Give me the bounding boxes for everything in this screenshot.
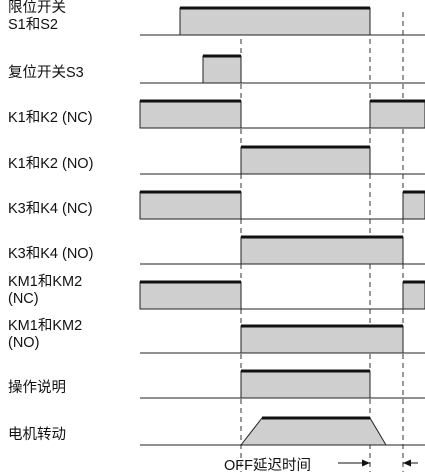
row-label-motor-running-0: 电机转动 [8, 426, 66, 443]
pulse-k3-k4-no-0 [240, 236, 404, 265]
signal-row-k1-k2-nc: K1和K2 (NC) [8, 99, 425, 129]
signal-row-km1-km2-no: KM1和KM2(NO) [8, 317, 425, 354]
row-label-k3-k4-nc-0: K3和K4 (NC) [8, 200, 93, 217]
pulse-k1-k2-nc-1 [369, 100, 425, 129]
row-label-km1-km2-nc-1: (NC) [8, 291, 39, 307]
row-label-k1-k2-no-0: K1和K2 (NO) [8, 155, 93, 172]
row-label-km1-km2-nc-0: KM1和KM2 [8, 273, 82, 290]
row-label-reset-switch-0: 复位开关S3 [8, 63, 84, 81]
pulse-km1-km2-no-0 [240, 325, 404, 354]
row-label-k3-k4-no-0: K3和K4 (NO) [8, 245, 93, 262]
off-delay-annotation: OFF延迟时间 [224, 457, 418, 474]
right-arrowhead [403, 459, 411, 467]
signal-row-km1-km2-nc: KM1和KM2(NC) [8, 273, 425, 310]
row-label-k1-k2-nc-0: K1和K2 (NC) [8, 109, 93, 126]
timing-guide-lines [240, 12, 404, 472]
left-arrowhead [362, 459, 370, 467]
row-label-km1-km2-no-1: (NO) [8, 335, 39, 351]
signal-row-motor-running: 电机转动 [8, 416, 425, 446]
row-label-limit-switch-1: S1和S2 [8, 16, 58, 33]
pulse-operation-note-0 [240, 370, 371, 399]
pulse-limit-switch-0 [179, 7, 371, 36]
row-label-operation-note-0: 操作说明 [8, 379, 66, 396]
pulse-reset-switch-0 [202, 55, 242, 84]
pulse-km1-km2-nc-0 [139, 281, 242, 310]
signal-row-k3-k4-nc: K3和K4 (NC) [8, 190, 425, 220]
signal-row-operation-note: 操作说明 [8, 369, 425, 399]
signal-row-reset-switch: 复位开关S3 [8, 54, 425, 84]
pulse-k1-k2-nc-0 [139, 100, 242, 129]
pulse-km1-km2-nc-1 [402, 281, 425, 310]
row-label-limit-switch-0: 限位开关 [8, 0, 66, 16]
row-label-km1-km2-no-0: KM1和KM2 [8, 317, 82, 334]
signal-row-k3-k4-no: K3和K4 (NO) [8, 235, 425, 265]
motor-ramp-motor-running [239, 417, 387, 446]
pulse-k1-k2-no-0 [240, 146, 371, 175]
pulse-k3-k4-nc-0 [139, 191, 242, 220]
signal-row-k1-k2-no: K1和K2 (NO) [8, 145, 425, 175]
off-delay-label: OFF延迟时间 [224, 457, 311, 474]
pulse-k3-k4-nc-1 [402, 191, 425, 220]
